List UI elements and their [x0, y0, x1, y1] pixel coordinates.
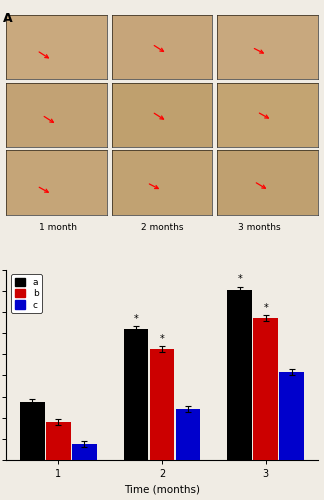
Bar	[20, 402, 45, 460]
Bar	[176, 409, 200, 460]
X-axis label: Time (months): Time (months)	[124, 484, 200, 494]
Text: *: *	[160, 334, 164, 344]
Bar	[253, 318, 278, 460]
Text: A: A	[3, 12, 13, 26]
Text: 1 month: 1 month	[39, 224, 77, 232]
Text: 2 months: 2 months	[141, 224, 183, 232]
Text: *: *	[263, 303, 268, 313]
Bar	[46, 422, 71, 460]
Bar	[124, 329, 148, 460]
Text: 3 months: 3 months	[238, 224, 281, 232]
Bar	[72, 444, 97, 460]
Legend: a, b, c: a, b, c	[11, 274, 42, 313]
Text: *: *	[134, 314, 138, 324]
Text: *: *	[237, 274, 242, 284]
Bar	[279, 372, 304, 460]
Bar	[150, 349, 174, 460]
Bar	[227, 290, 252, 460]
